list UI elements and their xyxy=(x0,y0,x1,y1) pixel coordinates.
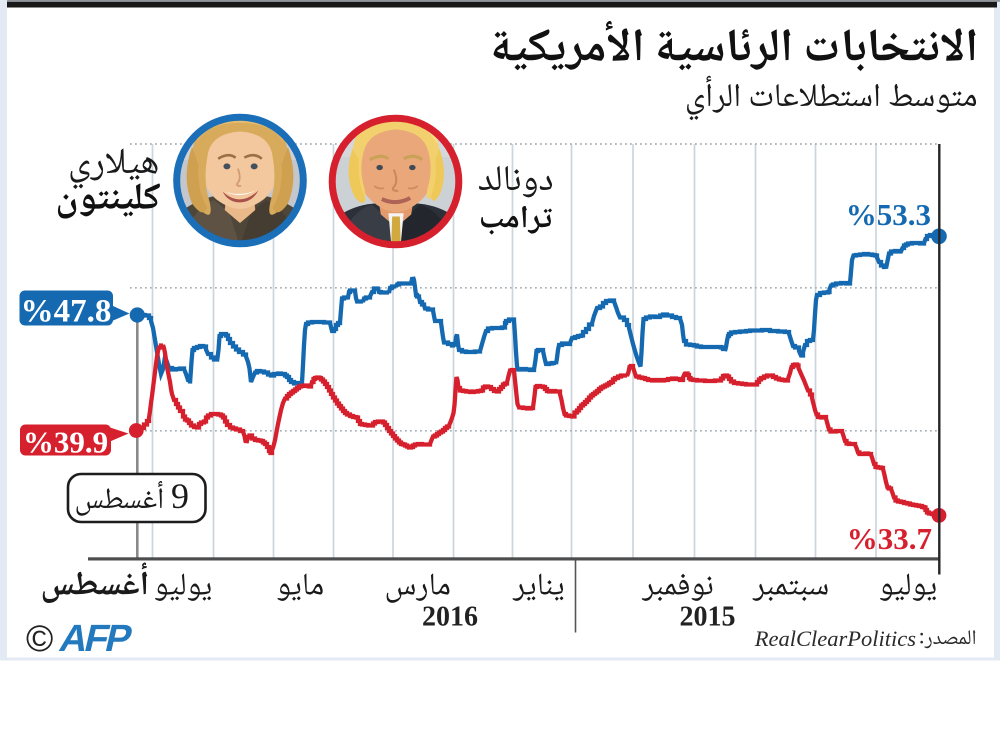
svg-text:%53.3: %53.3 xyxy=(846,197,931,232)
svg-text:%39.9: %39.9 xyxy=(23,425,108,460)
svg-text::: : xyxy=(919,624,925,649)
svg-text:%47.8: %47.8 xyxy=(21,294,112,330)
svg-text:9: 9 xyxy=(171,476,189,516)
svg-text:%33.7: %33.7 xyxy=(847,521,932,556)
svg-text:AFP: AFP xyxy=(56,617,136,659)
svg-text:2015: 2015 xyxy=(680,602,736,633)
svg-text:©: © xyxy=(26,618,53,659)
svg-text:2016: 2016 xyxy=(422,602,478,633)
svg-text:RealClearPolitics: RealClearPolitics xyxy=(754,626,916,651)
